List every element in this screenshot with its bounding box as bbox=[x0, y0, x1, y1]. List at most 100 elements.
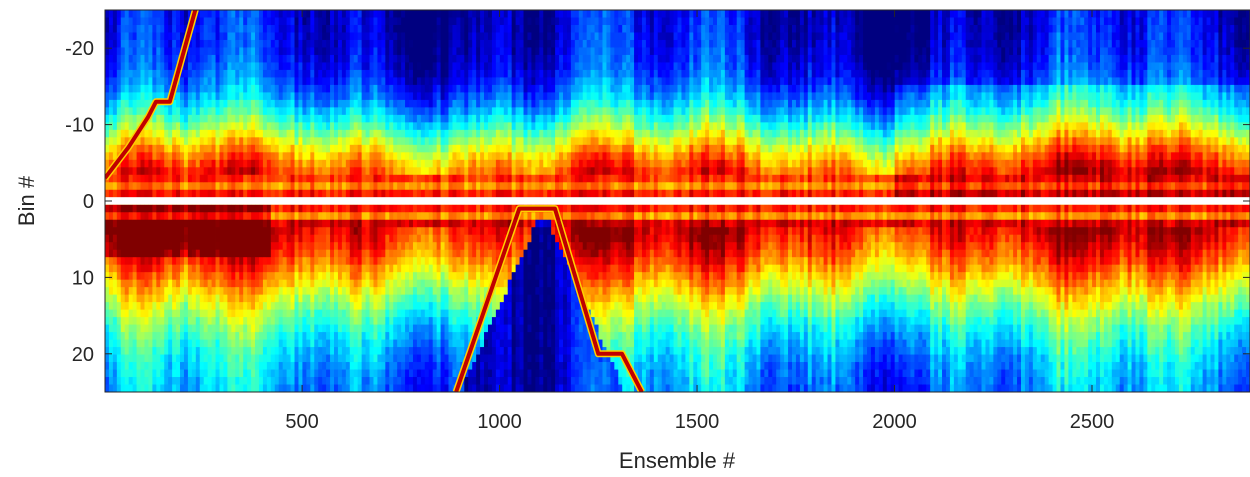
heatmap-cell bbox=[472, 107, 477, 116]
heatmap-cell bbox=[251, 227, 256, 236]
heatmap-cell bbox=[369, 212, 374, 221]
heatmap-cell bbox=[326, 212, 331, 221]
heatmap-cell bbox=[341, 362, 347, 370]
heatmap-cell bbox=[353, 234, 359, 243]
heatmap-cell bbox=[258, 77, 264, 86]
heatmap-cell bbox=[207, 77, 213, 86]
heatmap-cell bbox=[290, 219, 295, 228]
heatmap-cell bbox=[274, 219, 280, 228]
heatmap-cell bbox=[428, 189, 434, 198]
heatmap-cell bbox=[219, 84, 224, 93]
heatmap-cell bbox=[270, 32, 276, 41]
heatmap-cell bbox=[187, 137, 193, 146]
heatmap-cell bbox=[385, 272, 390, 281]
heatmap-cell bbox=[365, 24, 370, 33]
heatmap-cell bbox=[377, 144, 382, 153]
heatmap-cell bbox=[409, 212, 414, 221]
heatmap-cell bbox=[361, 159, 366, 168]
heatmap-cell bbox=[464, 32, 469, 41]
heatmap-cell bbox=[207, 377, 213, 385]
heatmap-cell bbox=[412, 324, 418, 333]
heatmap-cell bbox=[412, 107, 418, 116]
heatmap-cell bbox=[432, 32, 438, 41]
heatmap-cell bbox=[132, 309, 137, 318]
heatmap-cell bbox=[148, 347, 153, 355]
heatmap-cell bbox=[199, 99, 205, 108]
heatmap-cell bbox=[468, 182, 473, 191]
heatmap-cell bbox=[294, 287, 299, 296]
heatmap-cell bbox=[302, 324, 307, 333]
heatmap-cell bbox=[247, 47, 252, 56]
heatmap-cell bbox=[365, 174, 370, 183]
heatmap-cell bbox=[298, 92, 303, 101]
heatmap-cell bbox=[432, 302, 438, 311]
heatmap-cell bbox=[334, 347, 339, 355]
heatmap-cell bbox=[112, 137, 118, 146]
heatmap-cell bbox=[409, 77, 414, 86]
heatmap-cell bbox=[420, 107, 426, 116]
heatmap-cell bbox=[412, 257, 418, 266]
heatmap-cell bbox=[144, 257, 149, 266]
heatmap-cell bbox=[176, 302, 181, 311]
heatmap-cell bbox=[468, 377, 473, 385]
heatmap-cell bbox=[487, 39, 493, 48]
heatmap-cell bbox=[286, 302, 291, 311]
heatmap-cell bbox=[440, 332, 445, 340]
heatmap-cell bbox=[334, 294, 339, 303]
heatmap-cell bbox=[393, 54, 398, 63]
heatmap-cell bbox=[120, 189, 126, 198]
heatmap-cell bbox=[274, 182, 280, 191]
heatmap-cell bbox=[266, 122, 272, 131]
heatmap-cell bbox=[219, 242, 224, 251]
heatmap-cell bbox=[357, 264, 363, 273]
heatmap-cell bbox=[456, 257, 461, 266]
heatmap-cell bbox=[412, 114, 418, 123]
heatmap-cell bbox=[176, 167, 181, 176]
heatmap-cell bbox=[444, 204, 449, 213]
heatmap-cell bbox=[176, 99, 181, 108]
heatmap-cell bbox=[262, 234, 268, 243]
heatmap-cell bbox=[262, 122, 268, 131]
heatmap-cell bbox=[215, 257, 220, 266]
heatmap-cell bbox=[152, 39, 157, 48]
heatmap-cell bbox=[294, 152, 299, 161]
heatmap-cell bbox=[302, 317, 307, 325]
heatmap-cell bbox=[389, 302, 394, 311]
heatmap-cell bbox=[191, 77, 197, 86]
heatmap-cell bbox=[377, 227, 382, 236]
heatmap-cell bbox=[452, 17, 457, 26]
heatmap-cell bbox=[452, 152, 457, 161]
heatmap-cell bbox=[389, 362, 394, 370]
heatmap-cell bbox=[243, 137, 248, 146]
heatmap-cell bbox=[136, 234, 141, 243]
heatmap-cell bbox=[164, 144, 169, 153]
heatmap-cell bbox=[334, 62, 339, 71]
heatmap-cell bbox=[484, 107, 489, 116]
heatmap-cell bbox=[180, 377, 185, 385]
heatmap-cell bbox=[108, 114, 114, 123]
heatmap-cell bbox=[286, 167, 291, 176]
heatmap-cell bbox=[116, 264, 122, 273]
heatmap-cell bbox=[199, 144, 205, 153]
heatmap-cell bbox=[330, 384, 335, 392]
heatmap-cell bbox=[251, 39, 256, 48]
heatmap-cell bbox=[369, 242, 374, 251]
heatmap-cell bbox=[314, 99, 319, 108]
heatmap-cell bbox=[416, 152, 422, 161]
heatmap-cell bbox=[428, 174, 434, 183]
heatmap-cell bbox=[255, 47, 260, 56]
heatmap-cell bbox=[116, 122, 122, 131]
heatmap-cell bbox=[484, 144, 489, 153]
heatmap-cell bbox=[112, 182, 118, 191]
heatmap-cell bbox=[448, 182, 453, 191]
heatmap-cell bbox=[183, 69, 189, 78]
heatmap-cell bbox=[223, 152, 228, 161]
heatmap-cell bbox=[199, 10, 205, 18]
heatmap-cell bbox=[156, 32, 161, 41]
heatmap-cell bbox=[290, 10, 295, 18]
heatmap-cell bbox=[349, 339, 355, 348]
heatmap-cell bbox=[152, 242, 157, 251]
heatmap-cell bbox=[440, 287, 445, 296]
heatmap-cell bbox=[416, 10, 422, 18]
heatmap-cell bbox=[393, 10, 398, 18]
